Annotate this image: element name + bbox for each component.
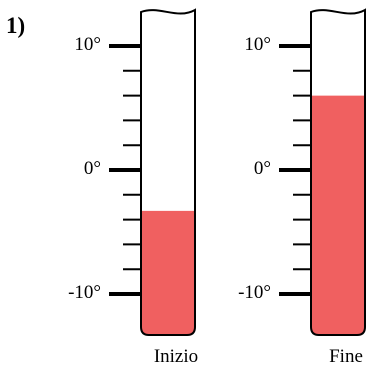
label-minus-10: -10°	[68, 282, 101, 303]
thermometer-start: 10° 0° -10° Inizio	[68, 8, 198, 367]
scale-ticks	[279, 44, 311, 296]
liquid-column	[141, 210, 195, 335]
label-0: 0°	[84, 158, 101, 179]
liquid-column	[311, 95, 365, 335]
scale-ticks	[109, 44, 141, 296]
thermometer-tube	[140, 8, 196, 336]
label-0: 0°	[254, 158, 271, 179]
thermometer-end: 10° 0° -10° Fine	[238, 8, 366, 367]
problem-number: 1)	[6, 13, 25, 38]
label-minus-10: -10°	[238, 282, 271, 303]
caption-start: Inizio	[154, 346, 198, 367]
thermometer-tube	[310, 8, 366, 336]
caption-end: Fine	[329, 346, 363, 367]
label-10: 10°	[244, 34, 271, 55]
label-10: 10°	[74, 34, 101, 55]
